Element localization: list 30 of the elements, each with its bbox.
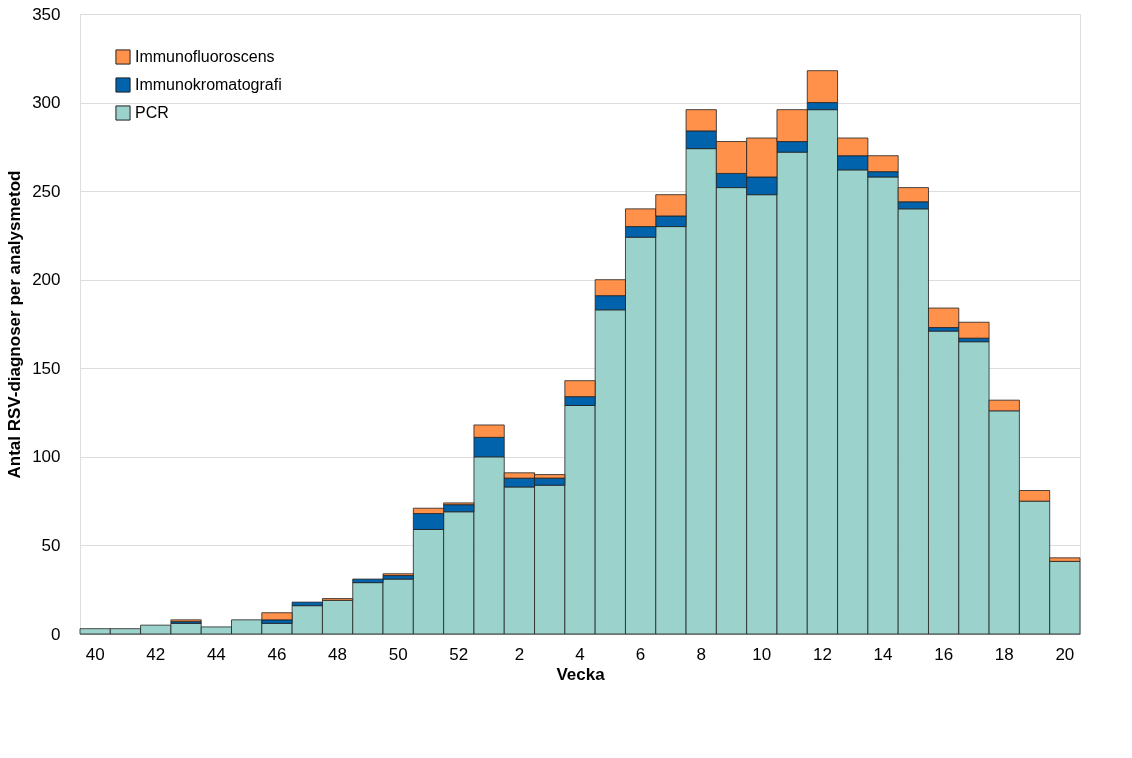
x-tick-label: 44 [206, 644, 226, 664]
x-tick-label: 18 [994, 644, 1014, 664]
x-tick-label: 12 [812, 644, 832, 664]
legend-label: Immunofluoroscens [135, 48, 275, 65]
legend-label: PCR [135, 104, 169, 121]
x-tick-label: 2 [514, 644, 525, 664]
y-tick-label: 300 [32, 93, 61, 113]
y-tick-label: 150 [32, 358, 61, 378]
x-tick-label: 42 [146, 644, 166, 664]
x-tick-label: 4 [575, 644, 585, 664]
x-tick-label: 20 [1055, 644, 1075, 664]
x-tick-label: 50 [388, 644, 408, 664]
x-tick-label: 48 [328, 644, 348, 664]
y-axis-title: Antal RSV-diagnoser per analysmetod [5, 170, 25, 479]
y-tick-label: 50 [41, 535, 61, 555]
x-tick-label: 46 [267, 644, 287, 664]
x-tick-label: 8 [696, 644, 706, 664]
legend-label: Immunokromatografi [135, 76, 282, 93]
x-tick-label: 14 [873, 644, 893, 664]
x-tick-label: 10 [752, 644, 772, 664]
x-tick-label: 6 [635, 644, 646, 664]
x-tick-label: 40 [85, 644, 105, 664]
y-tick-label: 250 [32, 181, 61, 201]
x-tick-label: 16 [934, 644, 954, 664]
y-tick-label: 350 [32, 4, 61, 24]
x-axis-title: Vecka [556, 664, 606, 684]
y-tick-label: 200 [32, 270, 61, 290]
y-tick-label: 0 [51, 624, 61, 644]
x-tick-label: 52 [449, 644, 469, 664]
y-tick-label: 100 [32, 447, 61, 467]
